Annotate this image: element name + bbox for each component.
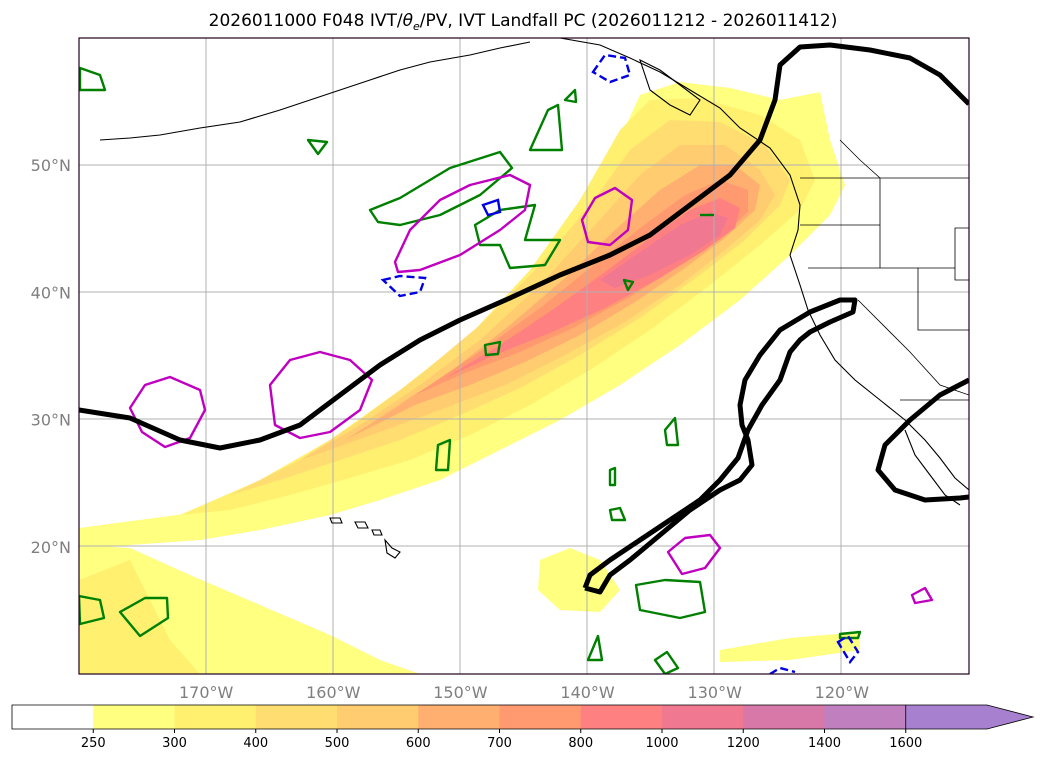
theta-blue-dashed-contour	[380, 274, 427, 298]
colorbar-tick-label: 800	[568, 736, 593, 751]
colorbar-segment	[93, 705, 175, 729]
colorbar-segment	[174, 705, 257, 729]
colorbar-segment	[662, 705, 744, 729]
ivt-colorbar: 250 300 400 500 600 700 800 1000 1200 1400 1600	[11, 704, 1035, 751]
theta-green-contour	[306, 138, 329, 156]
lon-tick-label: 160°W	[306, 683, 361, 702]
theta-green-contour	[79, 66, 107, 92]
theta-magenta-contour	[580, 186, 634, 247]
colorbar-tick-label: 1000	[645, 736, 678, 751]
pv-contours	[79, 42, 969, 595]
theta-green-contour	[528, 103, 564, 152]
lat-tick-label: 30°N	[31, 411, 71, 430]
colorbar-outline	[11, 704, 906, 730]
theta-magenta-contour	[128, 375, 207, 449]
theta-blue-dashed-contour	[769, 666, 796, 674]
theta-green-contour	[563, 88, 578, 104]
colorbar-tick-label: 500	[325, 736, 350, 751]
colorbar-segment	[337, 705, 419, 729]
longitude-labels: 170°W 160°W 150°W 140°W 130°W 120°W	[179, 683, 869, 702]
pv-contour-southwest	[875, 377, 969, 503]
theta-blue-solid-contour	[481, 198, 502, 217]
colorbar-tick-label: 300	[162, 736, 187, 751]
coastlines	[99, 38, 969, 559]
colorbar-extend-arrow	[905, 704, 1035, 730]
theta-green-contour	[586, 634, 604, 662]
political-borders	[800, 139, 969, 401]
map-frame	[78, 37, 970, 675]
gridlines	[79, 38, 969, 674]
theta-magenta-contour	[910, 586, 934, 605]
theta-blue-dashed-contour	[836, 634, 860, 665]
theta-e-contours	[79, 53, 934, 674]
colorbar-segment	[580, 705, 663, 729]
lat-tick-label: 40°N	[31, 283, 71, 302]
theta-green-contour	[663, 416, 680, 447]
colorbar-segment	[499, 705, 582, 729]
colorbar-tick-label: 1600	[889, 736, 922, 751]
colorbar-tick-label: 700	[487, 736, 512, 751]
lon-tick-label: 150°W	[433, 683, 488, 702]
colorbar-segment	[12, 705, 94, 729]
theta-green-contour	[368, 150, 514, 227]
colorbar-segment	[418, 705, 500, 729]
theta-magenta-contour	[393, 173, 532, 274]
theta-green-contour	[473, 203, 562, 270]
theta-green-contour	[79, 594, 106, 626]
theta-magenta-contour	[666, 533, 722, 576]
pv-contour-main	[79, 42, 969, 451]
colorbar-tick-label: 1200	[727, 736, 760, 751]
latitude-labels: 20°N 30°N 40°N 50°N	[31, 156, 71, 557]
map-area	[79, 38, 969, 674]
theta-green-contour	[608, 506, 627, 522]
colorbar-tick-label: 250	[81, 736, 106, 751]
theta-green-contour	[483, 340, 502, 357]
colorbar-segment	[255, 705, 338, 729]
figure-title: 2026011000 F048 IVT/θe/PV, IVT Landfall …	[209, 11, 838, 33]
lon-tick-label: 140°W	[560, 683, 615, 702]
lat-tick-label: 20°N	[31, 538, 71, 557]
lon-tick-label: 130°W	[688, 683, 743, 702]
lon-tick-label: 170°W	[179, 683, 234, 702]
theta-green-contour	[434, 438, 452, 472]
theta-green-contour	[653, 650, 680, 674]
ivt-250-strip-region	[720, 632, 860, 662]
theta-green-contour	[118, 596, 170, 638]
lat-tick-label: 50°N	[31, 156, 71, 175]
ivt-1000-region	[600, 212, 728, 288]
lon-tick-label: 120°W	[815, 683, 870, 702]
theta-green-contour	[608, 466, 617, 487]
theta-green-contour	[622, 278, 635, 292]
colorbar-segment	[824, 705, 907, 729]
ivt-250-southeast-region	[538, 548, 620, 612]
ivt-shading	[79, 82, 860, 674]
ivt-300-south-region	[79, 560, 200, 674]
colorbar-tick-label: 1400	[808, 736, 841, 751]
pv-contour-east-trough	[582, 297, 858, 595]
colorbar-segment	[743, 705, 825, 729]
theta-green-contour	[838, 630, 862, 640]
colorbar-tick-label: 600	[406, 736, 431, 751]
theta-green-contour	[634, 578, 707, 620]
colorbar-tick-label: 400	[243, 736, 268, 751]
theta-blue-dashed-contour	[591, 53, 632, 84]
